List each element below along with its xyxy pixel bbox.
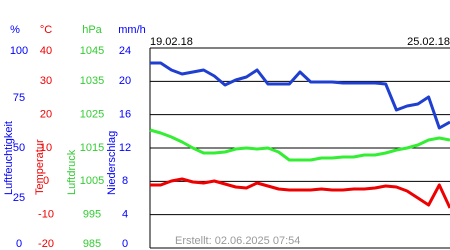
y-tick-label: 0	[16, 238, 22, 250]
axis-title: Niederschlag	[106, 131, 118, 195]
data-line	[149, 128, 450, 162]
y-tick-label: 12	[119, 142, 131, 154]
footer: Erstellt: 02.06.2025 07:54	[175, 235, 300, 247]
y-tick-label: 1025	[80, 109, 104, 121]
y-tick-label: -10	[38, 209, 54, 221]
y-tick-label: -20	[38, 238, 54, 250]
y-tick-label: 20	[119, 75, 131, 87]
axis-unit: °C	[40, 24, 52, 36]
y-tick-label: 0	[122, 238, 128, 250]
y-tick-label: 24	[119, 45, 131, 57]
axis-unit: mm/h	[118, 24, 146, 36]
x-tick-label: 25.02.18	[407, 36, 450, 48]
axis-title: Luftfeuchtigkeit	[3, 121, 15, 195]
axis-title: Temperatur	[34, 139, 46, 195]
y-tick-label: 8	[122, 175, 128, 187]
y-tick-label: 25	[13, 192, 25, 204]
y-tick-label: 10	[40, 142, 52, 154]
y-tick-label: 100	[10, 45, 28, 57]
y-tick-label: 995	[83, 209, 101, 221]
y-tick-label: 40	[40, 45, 52, 57]
y-tick-label: 1015	[80, 142, 104, 154]
axis-title: Luftdruck	[66, 149, 78, 195]
y-tick-label: 1035	[80, 75, 104, 87]
y-tick-label: 50	[13, 142, 25, 154]
x-tick-label: 19.02.18	[150, 36, 193, 48]
y-tick-label: 16	[119, 109, 131, 121]
axis-unit: %	[10, 24, 20, 36]
data-line	[150, 177, 450, 209]
y-tick-label: 0	[43, 175, 49, 187]
axis-unit: hPa	[82, 24, 102, 36]
data-line	[150, 61, 450, 130]
y-tick-label: 4	[122, 209, 128, 221]
y-tick-label: 1005	[80, 175, 104, 187]
y-tick-label: 985	[83, 238, 101, 250]
y-tick-label: 20	[40, 109, 52, 121]
y-tick-label: 1045	[80, 45, 104, 57]
y-tick-label: 30	[40, 75, 52, 87]
y-tick-label: 75	[13, 92, 25, 104]
